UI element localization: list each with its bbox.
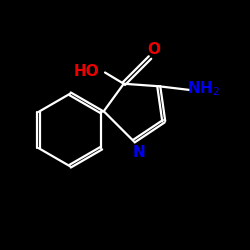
Text: HO: HO: [74, 64, 99, 79]
Text: O: O: [147, 42, 160, 58]
Text: NH$_2$: NH$_2$: [187, 80, 220, 98]
Text: N: N: [132, 145, 145, 160]
